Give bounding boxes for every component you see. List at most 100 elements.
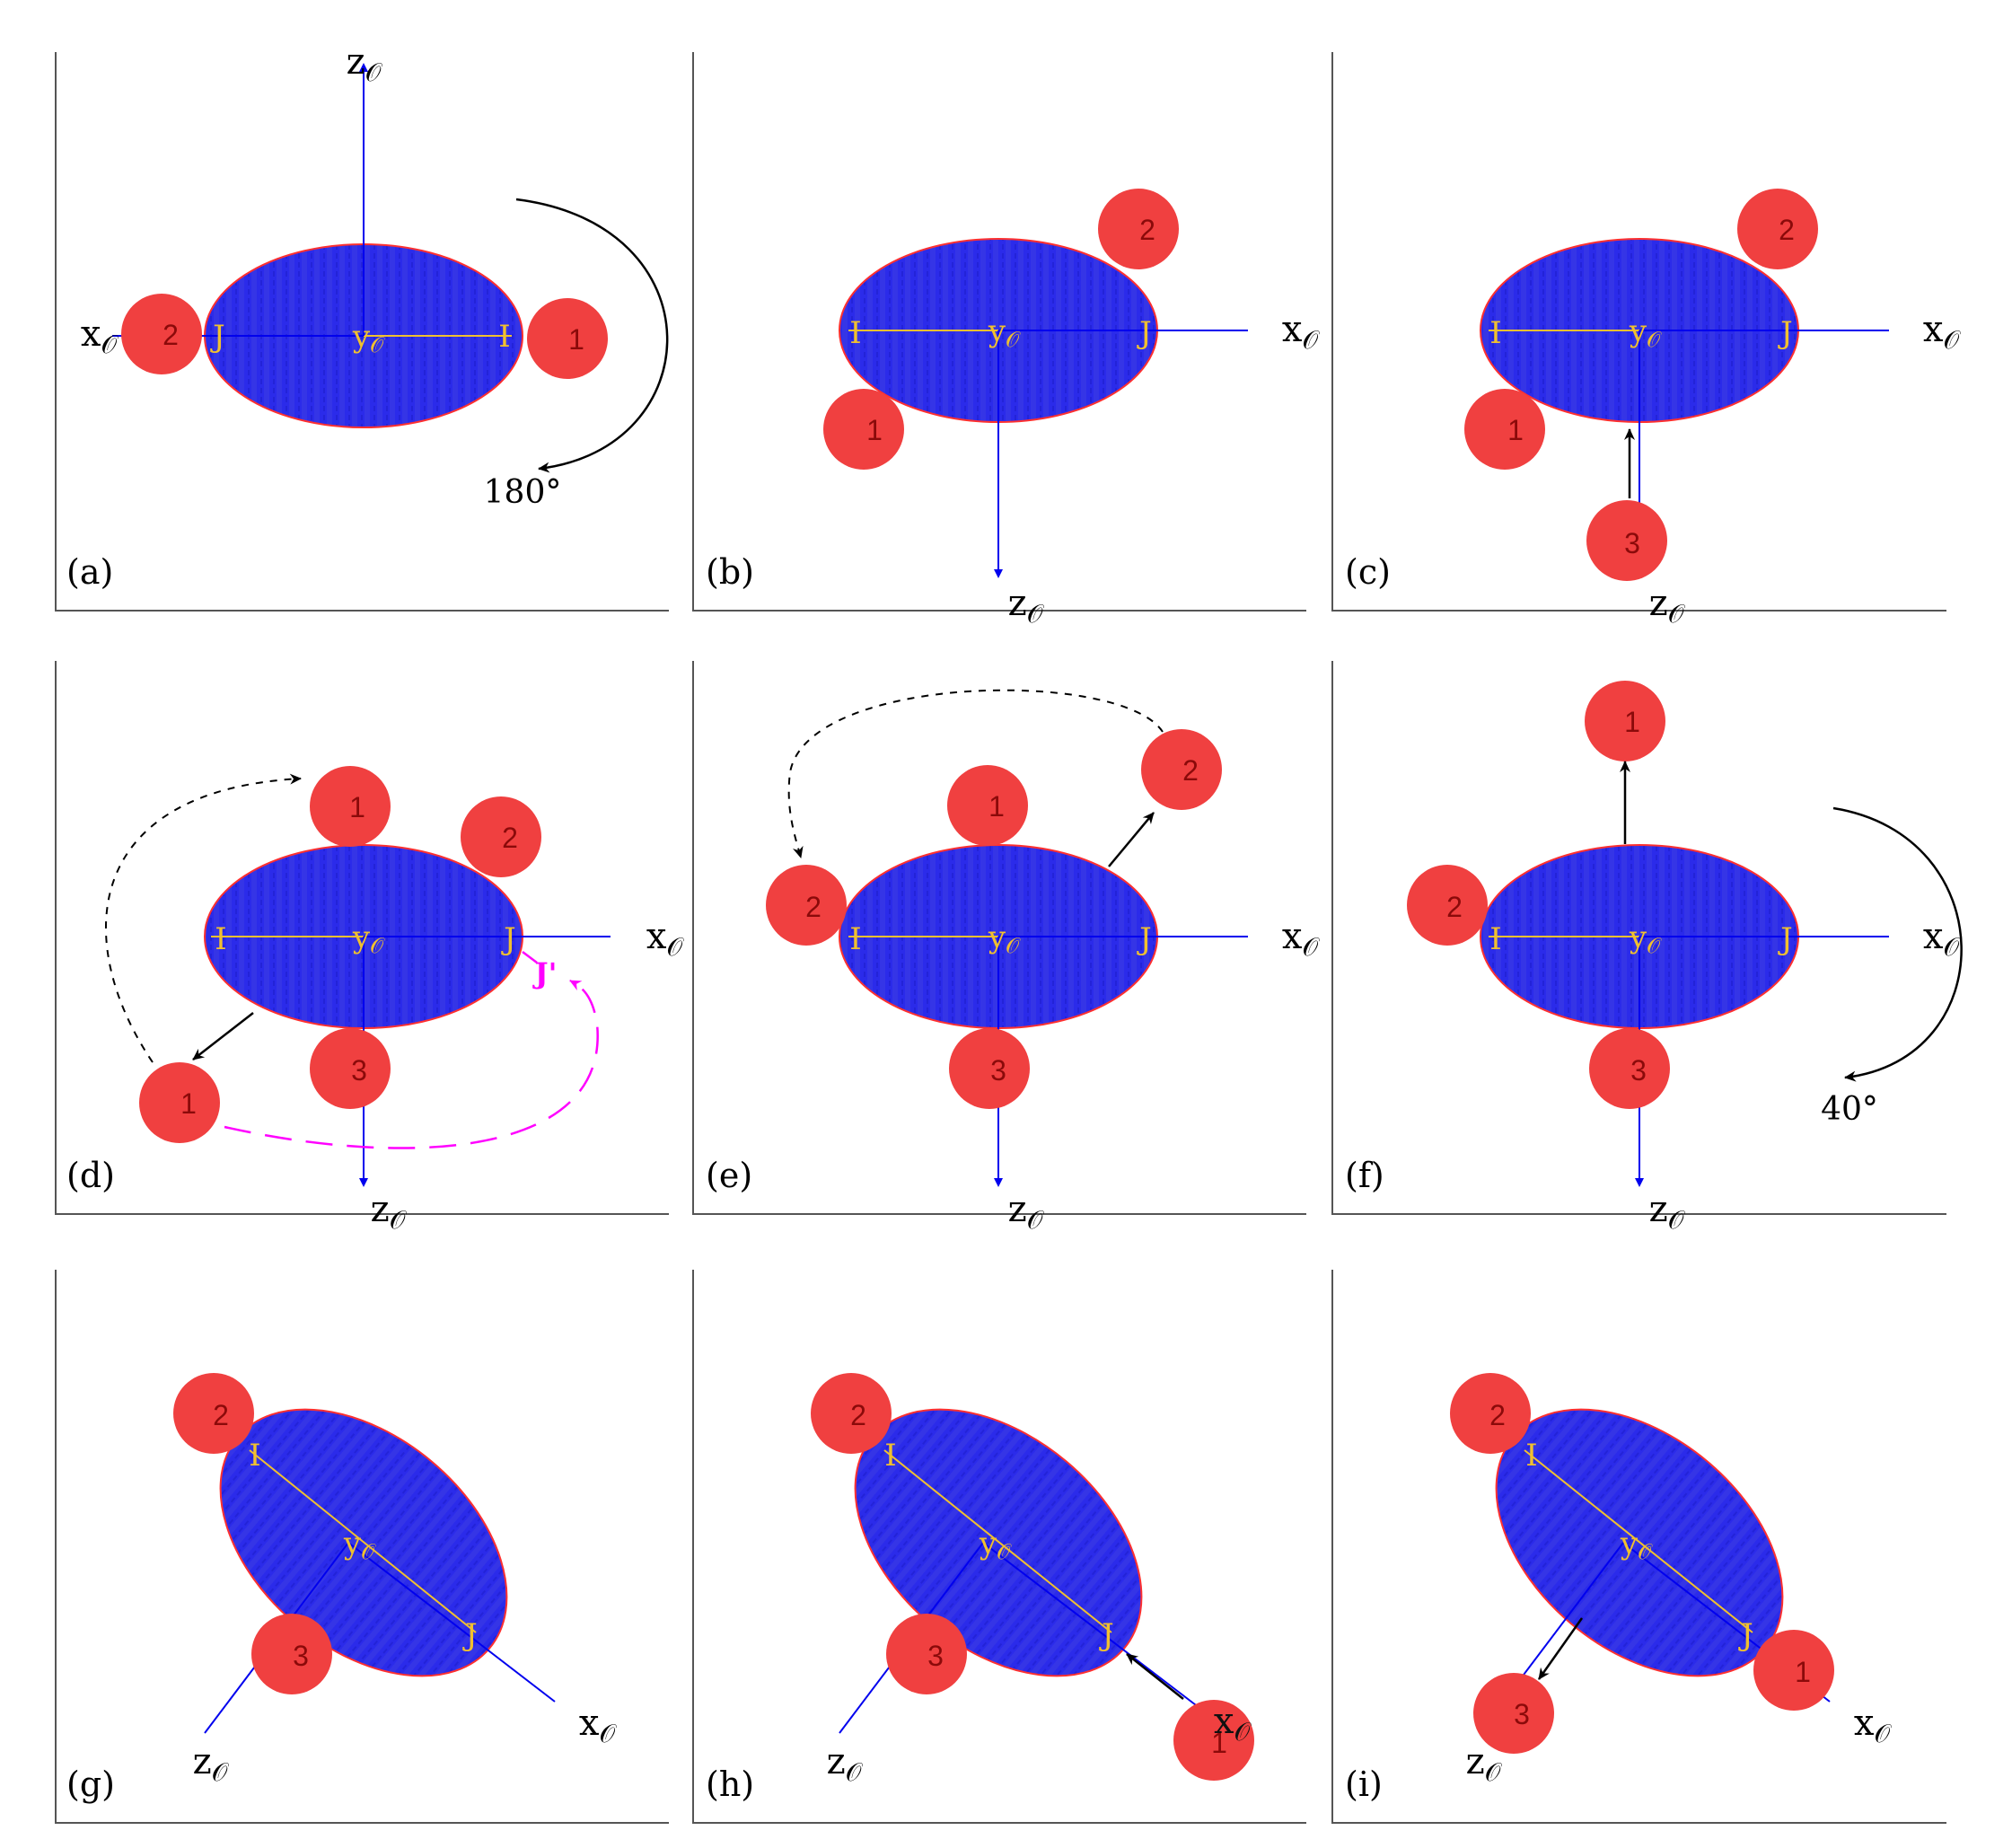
panel-label: (f) [1345, 1156, 1384, 1195]
x-axis-label: x𝒪 [81, 313, 119, 359]
body-axis [1524, 1449, 1753, 1633]
end-label-i: I [498, 319, 510, 355]
rotation-arrow [515, 198, 669, 473]
sphere [251, 1614, 332, 1694]
z-axis-label: z𝒪 [827, 1741, 864, 1787]
y-axis-label: y𝒪 [979, 1526, 1012, 1564]
y-axis-label: y𝒪 [1629, 920, 1662, 958]
panel-a: z𝒪 x𝒪 y𝒪 J I 2 1 180° (a) [55, 41, 669, 612]
y-axis-label: y𝒪 [988, 920, 1021, 958]
end-label-j: J [501, 921, 516, 957]
sphere-label: 2 [850, 1399, 866, 1431]
z-axis-label: z𝒪 [1649, 583, 1686, 629]
end-label-i: I [215, 921, 226, 957]
end-label-j: J [1738, 1617, 1753, 1653]
sphere [823, 389, 904, 470]
sphere [1589, 1028, 1670, 1109]
panel-label: (d) [66, 1156, 115, 1195]
motion-arrow [1108, 812, 1155, 867]
sphere-label: 2 [213, 1399, 229, 1431]
magenta-reflection-path [224, 979, 599, 1149]
sphere [173, 1373, 254, 1454]
sphere [139, 1062, 220, 1143]
sphere-label: 3 [293, 1640, 309, 1672]
end-label-j: J [1778, 315, 1793, 351]
rotation-arrow [1832, 806, 1963, 1082]
panel-frame [1331, 1270, 1946, 1824]
panel-frame [692, 661, 1306, 1215]
sphere [811, 1373, 892, 1454]
panel-frame [55, 661, 669, 1215]
panel-label: (h) [706, 1764, 754, 1804]
body-axis [883, 1449, 1112, 1633]
end-label-j: J [1778, 921, 1793, 957]
sphere [947, 765, 1028, 846]
sphere [1753, 1630, 1834, 1711]
sphere [1141, 729, 1222, 810]
end-label-j: J [462, 1617, 478, 1653]
sphere-label: 2 [805, 891, 821, 923]
x-axis-label: x𝒪 [579, 1703, 618, 1748]
end-label-i: I [1525, 1438, 1537, 1474]
panel-f: x𝒪 z𝒪 y𝒪 I J 1 2 3 40° (f) [1331, 661, 1963, 1235]
panel-label: (a) [66, 552, 113, 592]
sphere-label: 3 [351, 1054, 367, 1087]
end-label-i: I [1489, 315, 1501, 351]
end-label-j: J [1137, 921, 1152, 957]
y-axis-label: y𝒪 [1620, 1526, 1653, 1564]
motion-arrow [1537, 1617, 1584, 1680]
y-axis-label: y𝒪 [352, 319, 385, 357]
panel-g: x𝒪 z𝒪 y𝒪 I J 2 3 (g) [55, 1270, 669, 1824]
end-label-i: I [249, 1438, 260, 1474]
panel-b: x𝒪 z𝒪 y𝒪 I J 2 1 (b) [692, 52, 1320, 629]
x-axis-label: x𝒪 [1214, 1701, 1252, 1747]
rotation-label: 40° [1821, 1091, 1878, 1128]
sphere-label: 3 [1624, 527, 1640, 559]
end-label-j: J [1099, 1617, 1114, 1653]
y-axis-label: y𝒪 [343, 1526, 376, 1564]
panel-frame [55, 52, 669, 612]
sphere-label: 1 [1211, 1727, 1227, 1759]
sphere-label: 2 [163, 319, 179, 351]
panel-frame [1331, 52, 1946, 612]
sphere [1585, 681, 1665, 761]
end-label-i: I [849, 315, 861, 351]
y-axis-label: y𝒪 [988, 313, 1021, 352]
magenta-connector [522, 951, 538, 964]
x-axis-label: x𝒪 [1923, 916, 1962, 962]
end-label-j: J [210, 319, 225, 355]
sphere [1407, 865, 1488, 946]
panel-frame [692, 1270, 1306, 1824]
sphere-label: 2 [1489, 1399, 1506, 1431]
sphere [121, 294, 202, 374]
z-axis-label: z𝒪 [371, 1189, 408, 1235]
z-axis-label: z𝒪 [1008, 583, 1045, 629]
x-axis-label: x𝒪 [1854, 1703, 1893, 1748]
x-axis [347, 1542, 556, 1703]
sphere-label: 3 [927, 1640, 944, 1672]
sphere [886, 1614, 967, 1694]
sphere-label: 1 [1795, 1656, 1811, 1688]
x-axis-label: x𝒪 [1282, 916, 1321, 962]
y-axis-label: y𝒪 [1629, 313, 1662, 352]
sphere-label: 3 [990, 1054, 1006, 1087]
sphere-label: 2 [1446, 891, 1463, 923]
x-axis-label: x𝒪 [646, 916, 685, 962]
sphere-label: 1 [866, 414, 883, 446]
sphere [527, 298, 608, 379]
end-label-i: I [1489, 921, 1501, 957]
panel-label: (i) [1345, 1764, 1383, 1804]
dashed-transfer-path [104, 773, 302, 1063]
panel-frame [1331, 661, 1946, 1215]
panel-e: x𝒪 z𝒪 y𝒪 I J 1 2 2 3 (e) [692, 661, 1321, 1235]
panel-c: x𝒪 z𝒪 y𝒪 I J 2 1 3 (c) [1331, 52, 1961, 629]
motion-arrow [1126, 1653, 1184, 1700]
panel-d: x𝒪 z𝒪 y𝒪 I J J' 1 2 1 3 (d) [55, 661, 685, 1235]
z-axis-label: z𝒪 [347, 41, 383, 87]
sphere [1586, 500, 1667, 581]
z-axis-label: z𝒪 [1466, 1741, 1503, 1787]
sphere [1098, 189, 1179, 269]
y-axis-label: y𝒪 [352, 920, 385, 958]
end-label-j: J [1137, 315, 1152, 351]
motion-arrow [192, 1012, 254, 1060]
